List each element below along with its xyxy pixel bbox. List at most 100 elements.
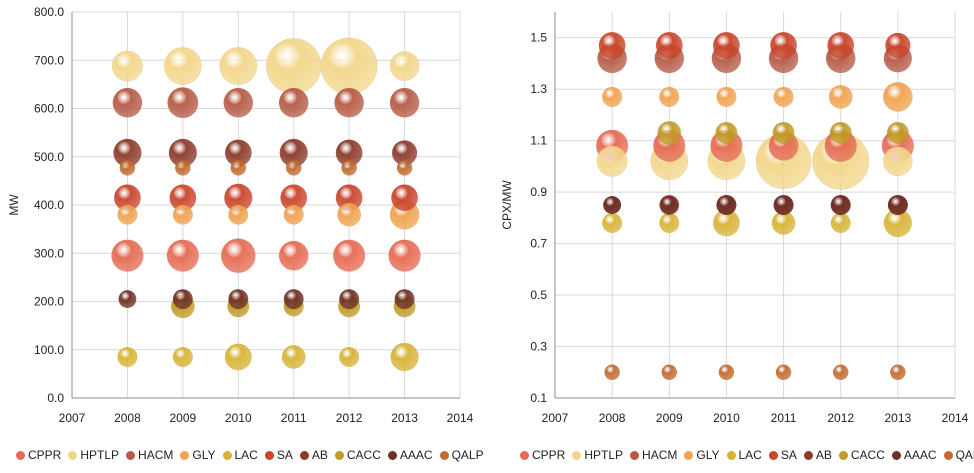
bubble-aaac [887,194,909,216]
bubble-hptlp [882,146,913,177]
legend-swatch [684,450,694,460]
y-tick-label: 0.5 [530,288,547,302]
legend-swatch [572,450,582,460]
legend-swatch [838,450,848,460]
legend-label: GLY [192,448,216,462]
legend-item-sa: SA [768,448,797,462]
legend-label: GLY [696,448,720,462]
bubble-cppr [220,238,256,274]
bubble-hptlp [265,38,322,94]
bubble-cppr [111,239,144,272]
x-tick-label: 2008 [599,411,626,425]
bubble-aaac [773,194,794,216]
x-tick-label: 2009 [170,411,197,425]
legend-swatch [16,450,25,460]
bubble-aaac [660,195,679,215]
x-tick-label: 2007 [59,411,86,425]
bubble-cppr [332,239,366,272]
legend-swatch [439,450,449,460]
legend-item-sa: SA [264,448,293,462]
bubble-cacc [886,121,909,145]
chart-svg: 0.1 0.3 0.5 0.7 0.9 1.1 1.3 1.5 2007 2008 2009 2010… [500,12,969,425]
legend-swatch [264,450,274,460]
chart-cpx-per-mw: 0.1 0.3 0.5 0.7 0.9 1.1 1.3 1.5 2007 2008 2009 2010… [487,0,974,445]
legend-item-gly: GLY [180,448,216,462]
bubble-gly [828,84,853,109]
legend-label: AB [815,448,832,462]
y-tick-label: 500.0 [34,150,64,164]
bubble-hacm [167,87,199,119]
bubble-gly [228,204,249,225]
y-tick-label: 0.0 [47,391,64,405]
legend-item-cppr: CPPR [16,448,61,462]
legend-swatch [299,450,309,460]
legend-item-aaac: AAAC [387,448,433,462]
bubble-aaac [118,289,137,309]
bubble-lac [390,342,419,372]
y-axis-label: CPX/MW [500,180,514,230]
legend-label: LAC [738,448,762,462]
x-tick-label: 2013 [885,411,912,425]
legend-label: HPTLP [80,448,120,462]
y-tick-label: 200.0 [34,295,64,309]
legend-swatch [180,450,190,460]
bubble-hacm [389,87,420,118]
bubble-gly [117,204,138,225]
legend-label: QALP [955,448,974,462]
x-tick-label: 2012 [336,411,363,425]
bubble-hptlp [389,51,420,81]
legend-swatch [726,450,736,460]
legend-item-hptlp: HPTLP [68,448,119,462]
bubble-gly [882,81,913,112]
bubble-aaac [228,288,249,310]
bubble-lac [601,212,623,234]
y-tick-label: 700.0 [34,53,64,67]
bubble-lac [659,212,680,234]
x-tick-label: 2014 [942,411,969,425]
legend-label: SA [780,448,797,462]
bubble-gly [337,202,362,227]
legend-label: CPPR [28,448,62,462]
bubble-sa [391,184,419,212]
chart-svg: 0.0 100.0 200.0 300.0 400.0 500.0 600.0 700.0 80… [7,5,474,425]
bubble-gly [283,204,304,225]
x-tick-label: 2010 [225,411,252,425]
legend-item-hacm: HACM [630,448,677,462]
bubble-qalp [341,159,358,176]
bubble-qalp [285,159,302,176]
bubble-hptlp [596,145,628,177]
legend-item-cacc: CACC [838,448,885,462]
y-tick-label: 0.3 [530,340,547,354]
bubble-lac [830,212,851,234]
legend-label: AB [311,448,328,462]
legend-item-hacm: HACM [126,448,173,462]
legend-label: LAC [234,448,258,462]
legend-item-cacc: CACC [334,448,381,462]
legend-label: HPTLP [584,448,624,462]
bubble-gly [172,204,194,225]
bubble-sa [655,31,683,59]
bubble-qalp [832,364,849,381]
legend-swatch [803,450,813,460]
bubble-qalp [230,159,247,176]
legend-swatch [222,450,232,460]
x-tick-label: 2008 [114,411,141,425]
legend-item-cppr: CPPR [520,448,565,462]
bubble-cppr [166,239,200,272]
bubble-gly [601,86,623,108]
y-tick-label: 600.0 [34,102,64,116]
y-tick-label: 1.1 [530,134,547,148]
bubble-qalp [119,159,136,176]
legend-label: AAAC [903,448,937,462]
bubble-aaac [830,194,851,216]
legend-label: HACM [138,448,174,462]
bubble-lac [338,346,360,368]
legend-label: CPPR [532,448,566,462]
x-tick-label: 2014 [447,411,474,425]
legend-item-lac: LAC [726,448,762,462]
y-tick-label: 400.0 [34,198,64,212]
bubble-aaac [603,195,622,215]
x-tick-label: 2011 [281,411,307,425]
x-tick-label: 2013 [391,411,418,425]
bubble-qalp [174,159,191,176]
